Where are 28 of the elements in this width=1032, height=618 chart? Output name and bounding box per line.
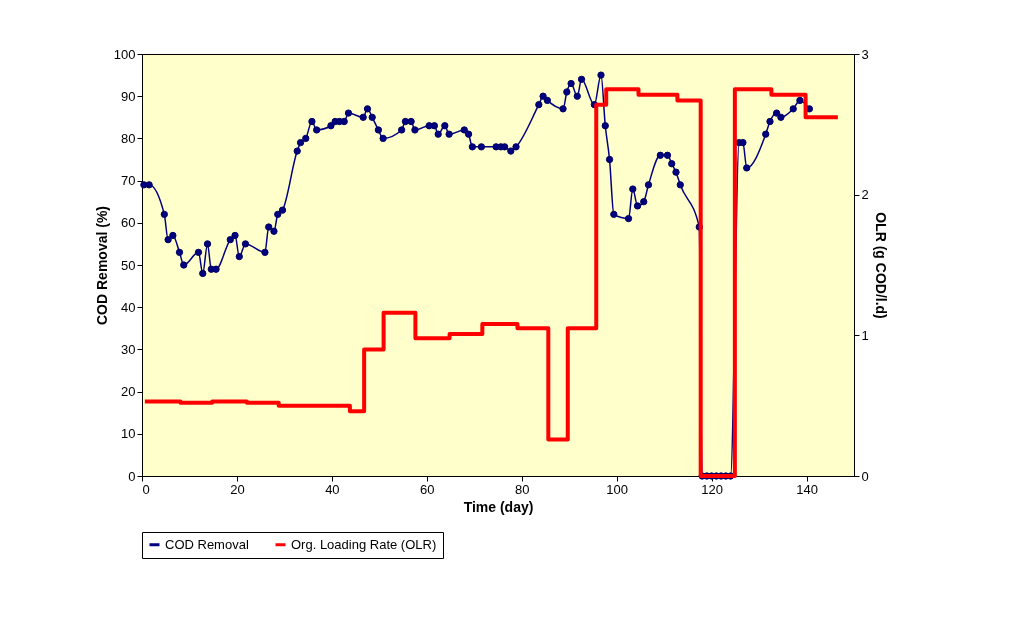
y-tick-label: 30 bbox=[121, 341, 136, 357]
y2-tick-label: 3 bbox=[861, 46, 869, 62]
x-tick-label: 140 bbox=[796, 481, 818, 497]
x-tick-label: 0 bbox=[142, 481, 150, 497]
x-tick-label: 120 bbox=[701, 481, 723, 497]
y2-tick-label: 2 bbox=[861, 187, 869, 203]
y-tick-label: 70 bbox=[121, 173, 136, 189]
x-tick-label: 80 bbox=[515, 481, 530, 497]
x-tick-label: 40 bbox=[325, 481, 340, 497]
y2-axis-title: OLR (g COD/l.d) bbox=[872, 212, 889, 319]
y-tick-label: 20 bbox=[121, 384, 136, 400]
y-tick-label: 60 bbox=[121, 215, 136, 231]
legend-label: COD Removal bbox=[165, 536, 249, 552]
y-tick-label: 80 bbox=[121, 130, 136, 146]
y2-tick-label: 1 bbox=[861, 327, 869, 343]
y2-tick-label: 0 bbox=[861, 468, 869, 484]
y-tick-label: 10 bbox=[121, 426, 136, 442]
y-tick-label: 50 bbox=[121, 257, 136, 273]
y-axis-title: COD Removal (%) bbox=[93, 205, 110, 326]
x-axis-title: Time (day) bbox=[463, 498, 534, 515]
y-tick-label: 90 bbox=[121, 88, 136, 104]
legend-label: Org. Loading Rate (OLR) bbox=[291, 536, 437, 552]
x-tick-label: 20 bbox=[230, 481, 245, 497]
x-tick-label: 100 bbox=[606, 481, 629, 497]
y-tick-label: 100 bbox=[113, 46, 136, 62]
y-tick-label: 0 bbox=[128, 468, 136, 484]
y-tick-label: 40 bbox=[121, 299, 136, 315]
x-tick-label: 60 bbox=[420, 481, 435, 497]
